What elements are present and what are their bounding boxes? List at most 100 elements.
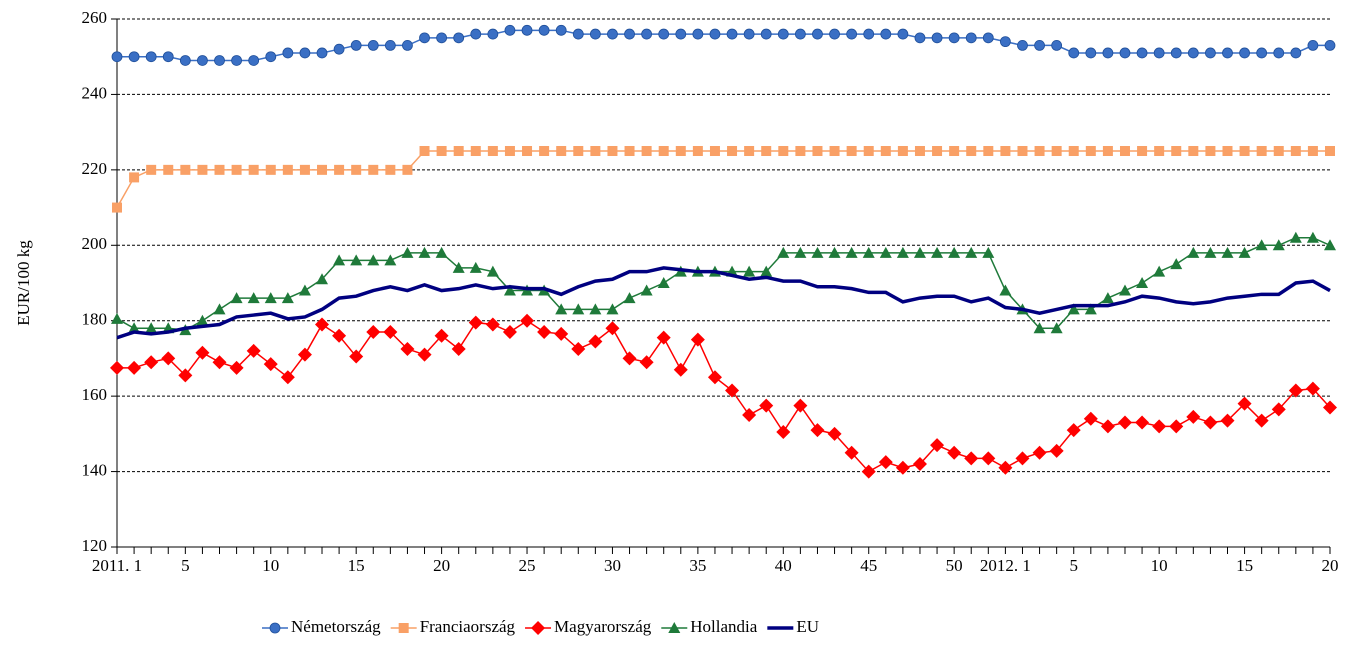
data-point <box>144 355 159 370</box>
data-point <box>1290 47 1302 59</box>
data-point <box>196 314 209 326</box>
data-point <box>333 254 346 266</box>
data-point <box>1222 47 1233 59</box>
data-point <box>690 332 705 347</box>
data-point <box>452 261 465 273</box>
data-point <box>1170 258 1183 270</box>
data-point <box>383 325 398 340</box>
data-point <box>707 370 722 385</box>
data-point <box>982 32 994 44</box>
data-point <box>573 146 584 156</box>
data-point <box>469 261 482 273</box>
data-point <box>163 164 174 175</box>
data-point <box>1051 146 1062 156</box>
data-point <box>793 398 808 413</box>
data-point <box>145 322 158 334</box>
x-tick-label: 5 <box>1069 556 1078 575</box>
data-point <box>351 164 362 175</box>
data-point <box>522 146 533 156</box>
data-point <box>334 164 345 175</box>
data-point <box>947 445 962 460</box>
data-point <box>280 370 295 385</box>
data-point <box>504 146 515 156</box>
data-point <box>675 28 687 40</box>
data-point <box>178 368 193 383</box>
data-point <box>948 32 960 44</box>
data-point <box>1034 146 1045 156</box>
data-point <box>316 273 329 285</box>
data-point <box>641 146 652 156</box>
data-point <box>656 330 671 345</box>
data-point <box>930 438 945 453</box>
data-point <box>794 28 806 40</box>
data-point <box>1049 443 1064 458</box>
data-point <box>607 146 618 156</box>
data-point <box>350 254 363 266</box>
data-point <box>965 32 977 44</box>
data-point <box>590 146 601 156</box>
data-point <box>299 47 311 59</box>
y-axis-label: EUR/100 kg <box>14 240 33 326</box>
data-point <box>537 325 552 340</box>
legend-label: Magyarország <box>554 617 652 636</box>
data-point <box>1153 47 1165 59</box>
data-point <box>1239 47 1250 59</box>
data-point <box>999 36 1011 48</box>
data-point <box>1205 146 1216 156</box>
data-point <box>265 51 277 63</box>
data-point <box>436 146 447 156</box>
data-point <box>384 254 397 266</box>
data-point <box>692 28 704 40</box>
data-point <box>1256 47 1268 59</box>
data-point <box>624 28 635 40</box>
data-point <box>948 246 961 258</box>
data-point <box>914 146 925 156</box>
data-point <box>197 164 208 175</box>
data-point <box>1135 415 1150 430</box>
legend-label: Hollandia <box>690 617 757 636</box>
y-tick-label: 160 <box>82 385 108 404</box>
data-point <box>1136 277 1149 288</box>
data-point <box>212 355 227 370</box>
data-point <box>400 342 415 356</box>
x-tick-label: 50 <box>946 556 963 575</box>
data-point <box>861 464 876 479</box>
data-point <box>624 146 635 156</box>
data-point <box>197 55 208 66</box>
data-point <box>401 246 414 258</box>
data-point <box>1017 40 1028 51</box>
data-point <box>726 28 738 40</box>
data-point <box>1169 419 1184 434</box>
data-point <box>1188 146 1199 156</box>
data-point <box>1324 40 1336 51</box>
data-point <box>692 146 703 156</box>
data-point <box>299 164 310 175</box>
data-point <box>1153 265 1166 277</box>
data-point <box>675 146 686 156</box>
data-point <box>794 246 807 258</box>
data-point <box>1273 146 1284 156</box>
data-point <box>812 146 823 156</box>
data-point <box>487 146 498 156</box>
data-point <box>384 40 396 51</box>
data-point <box>1186 409 1201 424</box>
data-point <box>1204 246 1217 258</box>
data-point <box>368 164 379 175</box>
data-point <box>1187 47 1199 59</box>
data-point <box>931 246 944 258</box>
data-point <box>111 312 123 324</box>
data-point <box>385 164 396 175</box>
x-tick-label: 5 <box>181 556 190 575</box>
data-point <box>214 164 225 175</box>
data-point <box>1117 415 1132 430</box>
y-tick-label: 140 <box>82 460 108 479</box>
data-point <box>1051 40 1063 51</box>
data-point <box>932 146 943 156</box>
data-point <box>539 146 550 156</box>
data-point <box>282 164 293 175</box>
data-point <box>128 322 141 334</box>
y-tick-label: 200 <box>82 234 108 253</box>
data-point <box>1238 246 1251 258</box>
data-point <box>1203 415 1218 430</box>
